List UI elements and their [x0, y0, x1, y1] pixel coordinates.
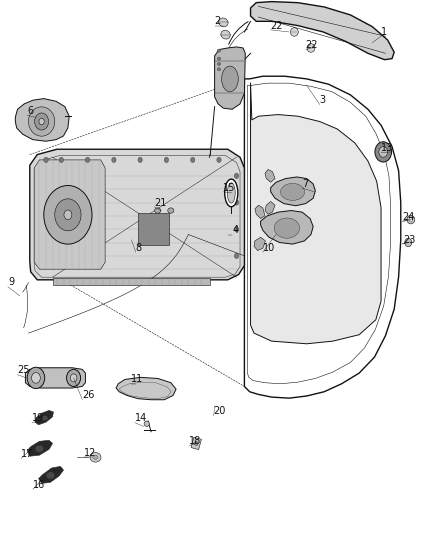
Polygon shape	[30, 149, 244, 280]
Ellipse shape	[41, 415, 48, 421]
Text: 7: 7	[302, 179, 308, 189]
Bar	[138, 213, 169, 245]
Ellipse shape	[27, 367, 45, 389]
Ellipse shape	[225, 179, 238, 207]
Text: 8: 8	[136, 243, 142, 253]
Polygon shape	[251, 83, 381, 344]
Ellipse shape	[44, 185, 92, 244]
Ellipse shape	[90, 453, 101, 462]
Ellipse shape	[28, 107, 55, 136]
Bar	[191, 437, 201, 450]
Ellipse shape	[217, 157, 221, 163]
Polygon shape	[35, 410, 53, 425]
Text: 25: 25	[18, 366, 30, 375]
Text: 2: 2	[215, 17, 221, 26]
Ellipse shape	[194, 441, 198, 446]
Ellipse shape	[112, 157, 116, 163]
Text: 23: 23	[403, 235, 415, 245]
Ellipse shape	[93, 455, 98, 459]
Ellipse shape	[407, 215, 415, 224]
Polygon shape	[254, 237, 265, 251]
Ellipse shape	[44, 157, 48, 163]
Ellipse shape	[85, 157, 90, 163]
Text: 11: 11	[131, 375, 143, 384]
Ellipse shape	[32, 373, 40, 383]
Text: 16: 16	[33, 480, 45, 490]
Ellipse shape	[234, 253, 239, 259]
Ellipse shape	[217, 68, 221, 71]
Ellipse shape	[217, 49, 221, 52]
Ellipse shape	[155, 208, 161, 213]
Ellipse shape	[227, 183, 235, 203]
Ellipse shape	[217, 62, 221, 66]
Polygon shape	[271, 177, 315, 206]
Text: 12: 12	[84, 448, 96, 458]
Ellipse shape	[35, 113, 49, 130]
Text: 9: 9	[8, 278, 14, 287]
Polygon shape	[265, 169, 275, 182]
Polygon shape	[251, 2, 394, 60]
Text: 20: 20	[214, 407, 226, 416]
Polygon shape	[34, 160, 105, 269]
Text: 14: 14	[135, 414, 147, 423]
Polygon shape	[15, 99, 69, 141]
Ellipse shape	[35, 445, 44, 453]
Ellipse shape	[307, 44, 315, 52]
Text: 22: 22	[271, 21, 283, 30]
Polygon shape	[39, 466, 64, 483]
Ellipse shape	[375, 142, 392, 162]
Ellipse shape	[221, 30, 230, 39]
Ellipse shape	[70, 374, 77, 382]
Polygon shape	[215, 47, 245, 109]
Ellipse shape	[191, 157, 195, 163]
Polygon shape	[53, 278, 210, 285]
Text: 4: 4	[232, 225, 238, 235]
Text: 15: 15	[223, 183, 236, 192]
Ellipse shape	[379, 147, 388, 157]
Ellipse shape	[219, 18, 228, 27]
Text: 19: 19	[32, 414, 44, 423]
Ellipse shape	[55, 199, 81, 231]
Polygon shape	[255, 205, 265, 219]
Ellipse shape	[164, 157, 169, 163]
Ellipse shape	[222, 66, 238, 92]
Polygon shape	[25, 368, 85, 388]
Polygon shape	[116, 377, 176, 400]
Ellipse shape	[274, 218, 300, 238]
Ellipse shape	[59, 157, 64, 163]
Ellipse shape	[144, 421, 149, 426]
Text: 6: 6	[27, 106, 33, 116]
Ellipse shape	[280, 183, 305, 200]
Polygon shape	[265, 201, 275, 214]
Text: 21: 21	[154, 198, 166, 207]
Ellipse shape	[405, 238, 412, 247]
Ellipse shape	[234, 173, 239, 179]
Text: 1: 1	[381, 27, 387, 37]
Polygon shape	[27, 440, 53, 456]
Ellipse shape	[168, 208, 174, 213]
Ellipse shape	[217, 57, 221, 60]
Text: 22: 22	[306, 41, 318, 50]
Ellipse shape	[39, 118, 44, 125]
Text: 3: 3	[320, 95, 326, 105]
Ellipse shape	[290, 28, 298, 36]
Text: 26: 26	[82, 391, 95, 400]
Polygon shape	[261, 211, 313, 244]
Ellipse shape	[409, 217, 413, 222]
Text: 13: 13	[381, 143, 393, 153]
Text: 24: 24	[402, 213, 414, 222]
Ellipse shape	[67, 369, 81, 386]
Ellipse shape	[234, 227, 239, 232]
Text: 17: 17	[21, 449, 33, 459]
Text: 10: 10	[263, 243, 275, 253]
Ellipse shape	[64, 210, 72, 220]
Ellipse shape	[46, 472, 55, 479]
Ellipse shape	[138, 157, 142, 163]
Ellipse shape	[234, 200, 239, 205]
Text: 18: 18	[189, 437, 201, 446]
